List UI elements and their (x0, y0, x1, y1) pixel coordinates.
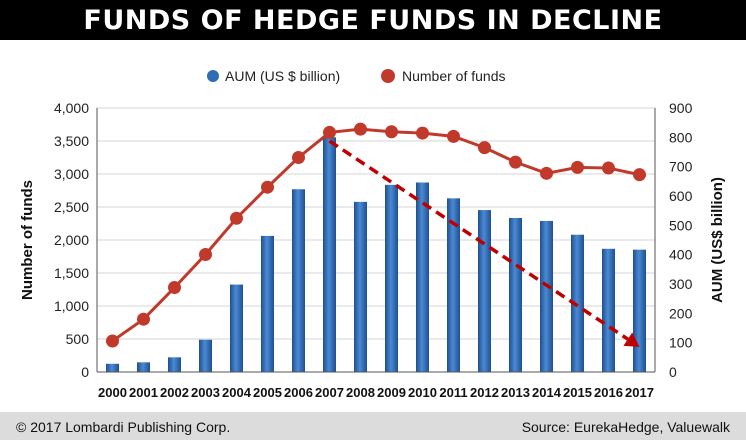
point-number-of-funds (478, 141, 491, 155)
x-tick-label: 2001 (129, 385, 158, 400)
y2-tick-label: 300 (669, 276, 693, 292)
y-tick-label: 3,500 (54, 133, 89, 149)
bar-aum (136, 362, 151, 372)
point-number-of-funds (633, 168, 646, 182)
bar-aum (229, 284, 244, 372)
legend-marker-aum (207, 70, 219, 82)
y-tick-label: 2,000 (54, 232, 89, 248)
bar-aum (570, 234, 585, 372)
bar-aum (291, 189, 306, 372)
y-tick-label: 4,000 (54, 100, 89, 116)
x-tick-label: 2003 (191, 385, 220, 400)
chart-title: FUNDS OF HEDGE FUNDS IN DECLINE (83, 4, 663, 36)
copyright-text: © 2017 Lombardi Publishing Corp. (16, 419, 231, 435)
y2-tick-label: 800 (669, 129, 693, 145)
point-number-of-funds (292, 151, 305, 164)
point-number-of-funds (323, 125, 336, 139)
bar-aum (415, 182, 430, 372)
bar-aum (353, 201, 368, 372)
bar-aum (105, 363, 120, 372)
y-axis-title: Number of funds (19, 180, 36, 300)
point-number-of-funds (230, 211, 243, 225)
bar-aum (384, 184, 399, 372)
chart-area: 0 500 1,000 1,500 2,000 2,500 3,000 3,500 4,000 0… (0, 40, 746, 412)
trend-arrow-line (328, 139, 629, 341)
trend-arrow-head (623, 332, 640, 347)
x-tick-label: 2006 (284, 385, 313, 400)
legend-label-aum: AUM (US $ billion) (225, 68, 340, 84)
x-tick-label: 2014 (532, 385, 562, 400)
bar-aum (601, 248, 616, 372)
point-number-of-funds (261, 180, 274, 194)
point-number-of-funds (354, 122, 367, 136)
point-number-of-funds (199, 248, 212, 262)
x-tick-label: 2012 (470, 385, 499, 400)
bar-aum (260, 235, 275, 372)
bar-aum (539, 220, 554, 372)
point-number-of-funds (540, 166, 553, 180)
x-tick-label: 2011 (439, 385, 467, 400)
y2-tick-label: 200 (669, 305, 693, 321)
y2-axis-title: AUM (US$ billion) (709, 177, 726, 303)
source-text: Source: EurekaHedge, Valuewalk (521, 419, 730, 435)
bar-aum (477, 210, 492, 372)
x-tick-label: 2017 (625, 385, 654, 400)
x-tick-label: 2007 (315, 385, 344, 400)
point-number-of-funds (168, 281, 181, 295)
bar-aum (632, 249, 647, 372)
y-tick-label: 1,000 (54, 298, 89, 314)
point-number-of-funds (509, 155, 522, 169)
y2-tick-label: 600 (669, 188, 693, 204)
x-tick-label: 2008 (346, 385, 375, 400)
bar-aum (198, 339, 213, 372)
point-number-of-funds (571, 160, 584, 174)
point-number-of-funds (385, 125, 398, 139)
x-tick-label: 2005 (253, 385, 282, 400)
y-tick-label: 0 (81, 364, 89, 380)
y-tick-label: 3,000 (54, 166, 89, 182)
x-tick-label: 2002 (160, 385, 189, 400)
point-number-of-funds (137, 312, 150, 326)
bar-aum (446, 198, 461, 372)
x-tick-label: 2013 (501, 385, 530, 400)
y2-tick-label: 100 (669, 335, 693, 351)
x-tick-label: 2000 (98, 385, 127, 400)
combo-chart: 0 500 1,000 1,500 2,000 2,500 3,000 3,500 4,000 0… (19, 68, 726, 400)
title-bar: FUNDS OF HEDGE FUNDS IN DECLINE (0, 0, 746, 40)
x-tick-label: 2009 (377, 385, 406, 400)
bar-aum (167, 357, 182, 372)
x-tick-label: 2015 (563, 385, 592, 400)
point-number-of-funds (416, 126, 429, 140)
y2-tick-label: 400 (669, 247, 693, 263)
y2-tick-label: 500 (669, 217, 693, 233)
y-tick-label: 1,500 (54, 265, 89, 281)
point-number-of-funds (106, 334, 119, 348)
point-number-of-funds (602, 161, 615, 175)
footer: © 2017 Lombardi Publishing Corp. Source:… (0, 412, 746, 440)
point-number-of-funds (447, 129, 460, 143)
y2-tick-label: 0 (669, 364, 677, 380)
x-tick-label: 2004 (222, 385, 252, 400)
x-tick-label: 2016 (594, 385, 623, 400)
y2-tick-label: 700 (669, 159, 693, 175)
bar-aum (322, 137, 337, 372)
line-number-of-funds (111, 127, 640, 343)
y2-tick-label: 900 (669, 100, 693, 116)
legend-label-number-of-funds: Number of funds (402, 68, 506, 84)
x-tick-label: 2010 (408, 385, 437, 400)
y-tick-label: 500 (66, 331, 90, 347)
legend-marker-number-of-funds (381, 69, 395, 83)
y-tick-label: 2,500 (54, 199, 89, 215)
bar-aum (508, 218, 523, 372)
